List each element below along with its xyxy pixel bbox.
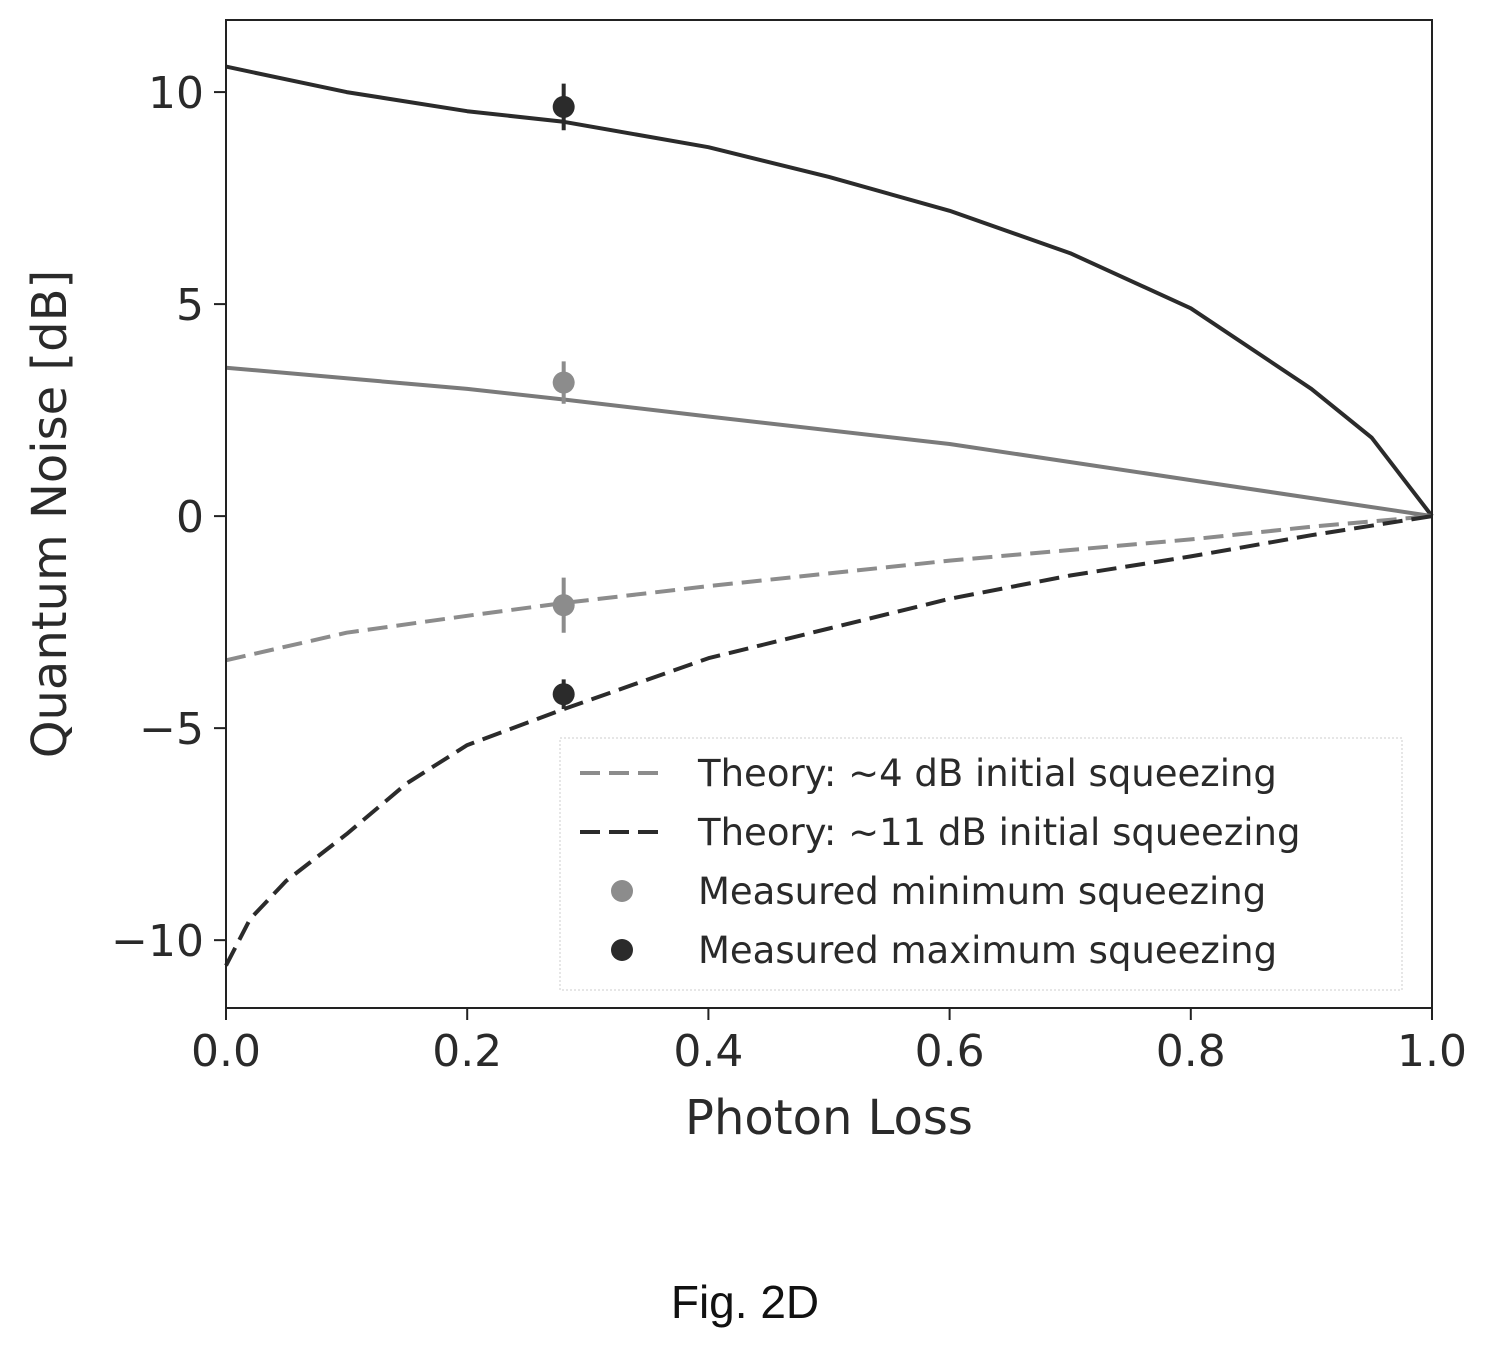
y-tick-label: 0: [176, 492, 204, 543]
x-tick-label: 0.4: [673, 1026, 743, 1077]
series-line-2: [225, 365, 1433, 519]
y-tick-label: 10: [148, 68, 204, 119]
legend-label: Measured minimum squeezing: [698, 870, 1266, 913]
data-point-1-2: [552, 594, 575, 617]
x-axis-ticks: 0.0 0.2 0.4 0.6 0.8 1.0: [191, 1008, 1467, 1077]
legend-items: Theory: ~4 dB initial squeezing Theory: ~…: [580, 752, 1300, 972]
chart-series-layer: [224, 64, 1434, 967]
series-line-3: [225, 514, 1433, 663]
y-tick-label: −10: [111, 916, 204, 967]
chart-points-layer: [552, 83, 575, 710]
legend-label: Measured maximum squeezing: [698, 929, 1277, 972]
legend-label: Theory: ~11 dB initial squeezing: [697, 811, 1300, 854]
legend-label: Theory: ~4 dB initial squeezing: [697, 752, 1277, 795]
y-axis-ticks: 10 5 0 −5 −10: [111, 68, 226, 967]
legend-marker-sample: [611, 880, 633, 902]
x-tick-label: 1.0: [1397, 1026, 1467, 1077]
x-tick-label: 0.8: [1156, 1026, 1226, 1077]
plot-area-frame: [225, 19, 1433, 1009]
x-tick-label: 0.6: [915, 1026, 985, 1077]
series-line-1: [225, 64, 1434, 518]
data-point-1-1: [552, 371, 575, 394]
series-line-4: [224, 514, 1433, 967]
legend-box: [559, 737, 1403, 991]
figure-caption: Fig. 2D: [670, 1276, 820, 1328]
data-point-2-2: [552, 683, 575, 706]
legend-marker-sample: [611, 939, 633, 961]
x-axis-label: Photon Loss: [685, 1090, 973, 1146]
chart-legend: Theory: ~4 dB initial squeezing Theory: ~…: [559, 737, 1403, 991]
data-point-2-1: [552, 95, 575, 118]
y-tick-label: 5: [176, 280, 204, 331]
x-tick-label: 0.0: [191, 1026, 261, 1077]
y-axis-label: Quantum Noise [dB]: [22, 270, 78, 759]
x-tick-label: 0.2: [432, 1026, 502, 1077]
y-tick-label: −5: [139, 704, 204, 755]
